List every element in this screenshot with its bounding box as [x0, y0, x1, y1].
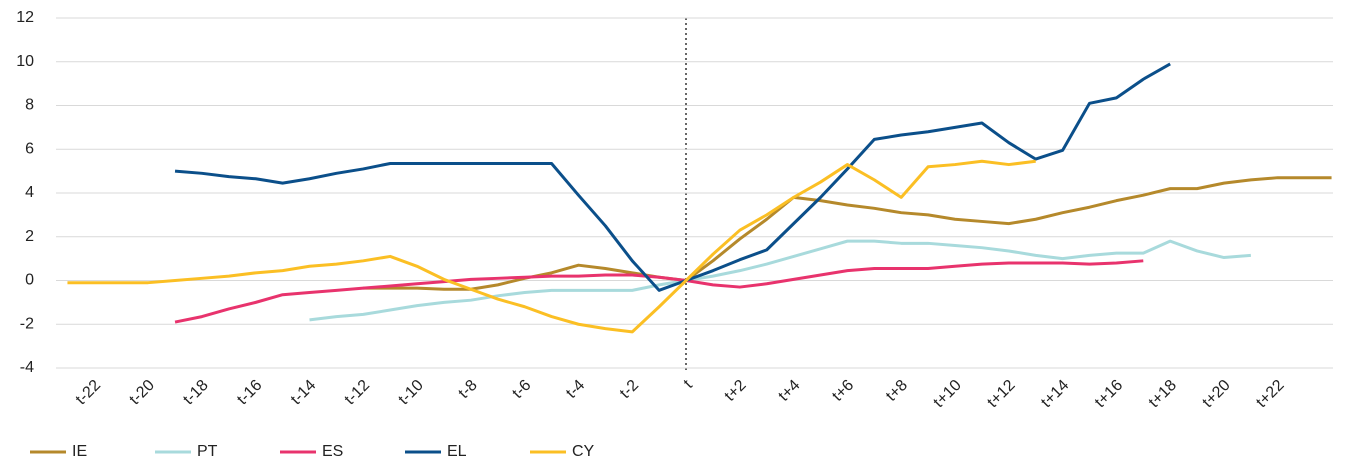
x-tick-label: t-22	[73, 377, 105, 409]
x-tick-label: t+12	[984, 377, 1018, 411]
x-tick-label: t-2	[617, 377, 642, 402]
y-tick-label: 10	[16, 53, 34, 70]
x-tick-label: t-18	[180, 377, 212, 409]
y-tick-label: 0	[25, 272, 34, 289]
series-line	[363, 176, 1332, 291]
x-tick-label: t+16	[1092, 377, 1126, 411]
x-tick-label: t-16	[234, 377, 266, 409]
x-tick-label: t+8	[883, 377, 911, 405]
y-tick-label: -2	[20, 315, 34, 332]
y-tick-label: 6	[25, 140, 34, 157]
x-tick-label: t+2	[722, 377, 750, 405]
x-tick-label: t+22	[1253, 377, 1287, 411]
x-tick-label: t-4	[563, 377, 588, 402]
legend-label: ES	[322, 443, 343, 460]
x-tick-label: t	[681, 376, 697, 392]
x-tick-label: t-8	[455, 377, 480, 402]
x-tick-label: t+18	[1146, 377, 1180, 411]
x-tick-label: t-12	[342, 377, 374, 409]
x-tick-label: t+4	[775, 377, 803, 405]
legend-label: CY	[572, 443, 595, 460]
y-tick-label: 4	[25, 184, 34, 201]
x-tick-label: t-10	[395, 377, 427, 409]
series-line	[309, 239, 1251, 322]
y-tick-label: 12	[16, 9, 34, 26]
legend-label: PT	[197, 443, 218, 460]
legend-label: EL	[447, 443, 467, 460]
x-tick-label: t+20	[1199, 377, 1233, 411]
x-tick-label: t-20	[126, 377, 158, 409]
series-line	[67, 159, 1036, 334]
x-tick-label: t-14	[288, 377, 320, 409]
legend-label: IE	[72, 443, 87, 460]
y-tick-label: 8	[25, 97, 34, 114]
y-tick-label: 2	[25, 228, 34, 245]
series-line	[174, 259, 1144, 324]
y-tick-label: -4	[20, 359, 34, 376]
x-tick-label: t+14	[1038, 377, 1072, 411]
series-line	[174, 62, 1171, 292]
x-tick-label: t-6	[509, 377, 534, 402]
x-tick-label: t+6	[829, 377, 857, 405]
x-tick-label: t+10	[930, 377, 964, 411]
